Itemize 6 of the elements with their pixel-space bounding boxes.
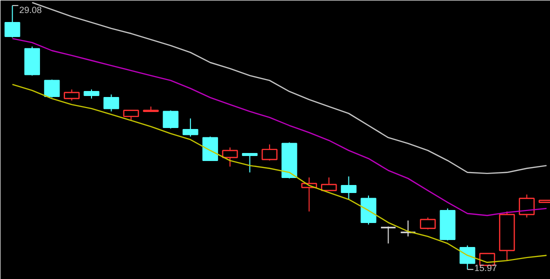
candlestick: [320, 176, 337, 192]
candlestick: [242, 152, 258, 173]
annotation: 29.08: [19, 5, 42, 16]
annotation: 15.97: [474, 262, 497, 273]
candlestick: [142, 106, 159, 112]
candlestick: [301, 176, 318, 212]
